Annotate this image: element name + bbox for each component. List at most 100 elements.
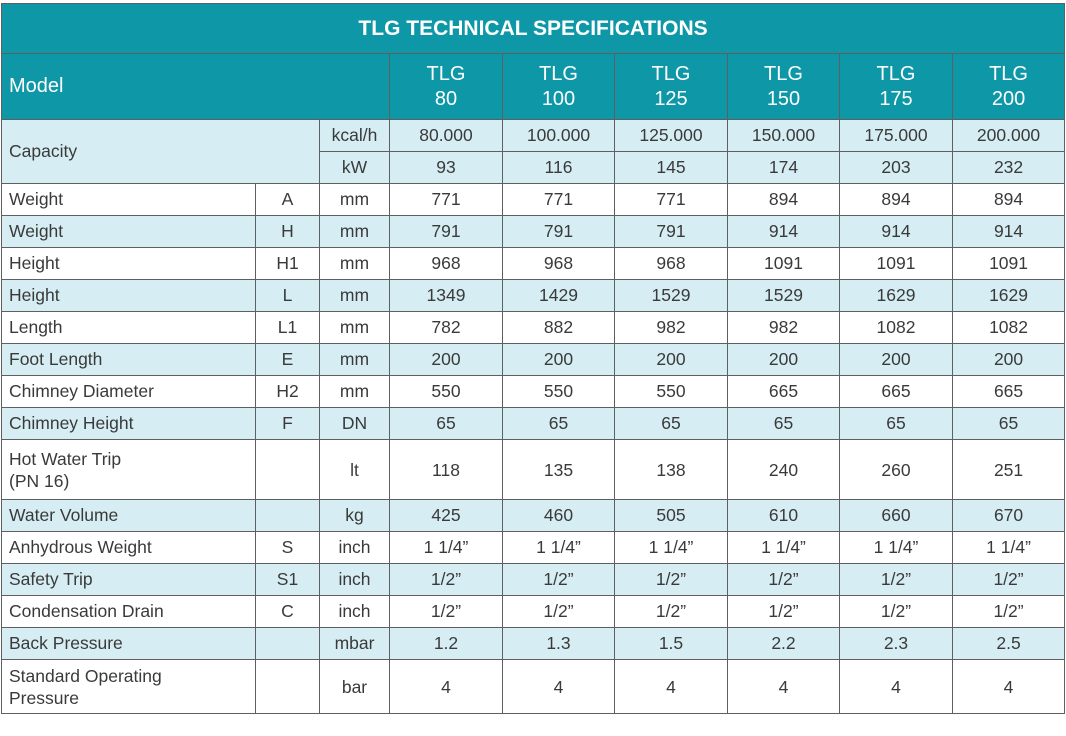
- row-value: 65: [502, 407, 615, 440]
- row-value: 1091: [839, 247, 953, 280]
- row-value: 914: [839, 215, 953, 248]
- row-value: 1 1/4”: [502, 531, 615, 564]
- row-unit: mm: [319, 343, 390, 376]
- row-value: 232: [951, 151, 1066, 184]
- row-code: [255, 627, 320, 660]
- row-label: Chimney Diameter: [1, 375, 256, 408]
- row-value: 1 1/4”: [727, 531, 840, 564]
- row-value: 65: [839, 407, 953, 440]
- row-value: 968: [502, 247, 615, 280]
- row-value: 100.000: [502, 119, 615, 152]
- row-value: 914: [951, 215, 1066, 248]
- row-label: Foot Length: [1, 343, 256, 376]
- row-value: 1091: [951, 247, 1066, 280]
- row-value: 4: [389, 659, 503, 714]
- row-code: H2: [255, 375, 320, 408]
- row-value: 2.5: [951, 627, 1066, 660]
- row-code: L1: [255, 311, 320, 344]
- model-header: Model: [1, 53, 390, 120]
- row-unit: bar: [319, 659, 390, 714]
- row-value: 894: [839, 183, 953, 216]
- row-label: Standard Operating Pressure: [1, 659, 256, 714]
- table-row: Chimney Diameter H2 mm 550 550 550 665 665 665: [1, 375, 1066, 408]
- model-header-cell: TLG 125: [614, 53, 728, 120]
- row-code: [255, 659, 320, 714]
- row-value: 550: [389, 375, 503, 408]
- row-value: 894: [727, 183, 840, 216]
- row-value: 150.000: [727, 119, 840, 152]
- row-value: 670: [951, 499, 1066, 532]
- row-value: 1429: [502, 279, 615, 312]
- row-value: 203: [839, 151, 953, 184]
- row-label: Height: [1, 247, 256, 280]
- row-value: 200: [951, 343, 1066, 376]
- row-value: 1529: [727, 279, 840, 312]
- row-value: 200: [839, 343, 953, 376]
- row-value: 200: [389, 343, 503, 376]
- row-value: 1/2”: [839, 563, 953, 596]
- row-unit: kg: [319, 499, 390, 532]
- row-label: Water Volume: [1, 499, 256, 532]
- row-value: 550: [614, 375, 728, 408]
- row-value: 1/2”: [727, 563, 840, 596]
- row-label: Safety Trip: [1, 563, 256, 596]
- table-row: Water Volume kg 425 460 505 610 660 670: [1, 499, 1066, 532]
- row-label: Condensation Drain: [1, 595, 256, 628]
- row-value: 200: [727, 343, 840, 376]
- row-label: Hot Water Trip (PN 16): [1, 439, 256, 500]
- table-row: Hot Water Trip (PN 16) lt 118 135 138 240 260 25…: [1, 439, 1066, 500]
- table-row: Standard Operating Pressure bar 4 4 4 4 4 4: [1, 659, 1066, 714]
- row-value: 550: [502, 375, 615, 408]
- row-value: 65: [614, 407, 728, 440]
- row-code: S: [255, 531, 320, 564]
- row-unit: mm: [319, 215, 390, 248]
- row-value: 1.2: [389, 627, 503, 660]
- row-value: 1 1/4”: [839, 531, 953, 564]
- row-value: 882: [502, 311, 615, 344]
- model-header-cell: TLG 175: [839, 53, 953, 120]
- row-value: 65: [389, 407, 503, 440]
- row-code: L: [255, 279, 320, 312]
- row-code: S1: [255, 563, 320, 596]
- row-unit: inch: [319, 595, 390, 628]
- row-value: 65: [727, 407, 840, 440]
- row-value: 791: [389, 215, 503, 248]
- row-value: 1/2”: [614, 595, 728, 628]
- row-value: 982: [727, 311, 840, 344]
- row-value: 200: [614, 343, 728, 376]
- row-value: 425: [389, 499, 503, 532]
- row-value: 782: [389, 311, 503, 344]
- row-code: F: [255, 407, 320, 440]
- row-code: [255, 439, 320, 500]
- row-value: 660: [839, 499, 953, 532]
- row-value: 93: [389, 151, 503, 184]
- row-unit: lt: [319, 439, 390, 500]
- table-row: Back Pressure mbar 1.2 1.3 1.5 2.2 2.3 2.5: [1, 627, 1066, 660]
- row-value: 251: [951, 439, 1066, 500]
- row-value: 4: [839, 659, 953, 714]
- row-code: C: [255, 595, 320, 628]
- row-value: 80.000: [389, 119, 503, 152]
- row-label: Length: [1, 311, 256, 344]
- model-header-cell: TLG 200: [951, 53, 1066, 120]
- specifications-table: TLG TECHNICAL SPECIFICATIONS Model TLG 80…: [0, 3, 1066, 714]
- row-value: 791: [502, 215, 615, 248]
- row-value: 200.000: [951, 119, 1066, 152]
- row-value: 665: [839, 375, 953, 408]
- row-value: 2.3: [839, 627, 953, 660]
- row-value: 118: [389, 439, 503, 500]
- row-value: 240: [727, 439, 840, 500]
- row-value: 1091: [727, 247, 840, 280]
- row-unit: mm: [319, 375, 390, 408]
- row-label: Anhydrous Weight: [1, 531, 256, 564]
- row-value: 1/2”: [951, 595, 1066, 628]
- row-value: 135: [502, 439, 615, 500]
- row-value: 1082: [951, 311, 1066, 344]
- row-value: 125.000: [614, 119, 728, 152]
- row-code: H: [255, 215, 320, 248]
- row-value: 665: [951, 375, 1066, 408]
- table-row: Length L1 mm 782 882 982 982 1082 1082: [1, 311, 1066, 344]
- row-value: 791: [614, 215, 728, 248]
